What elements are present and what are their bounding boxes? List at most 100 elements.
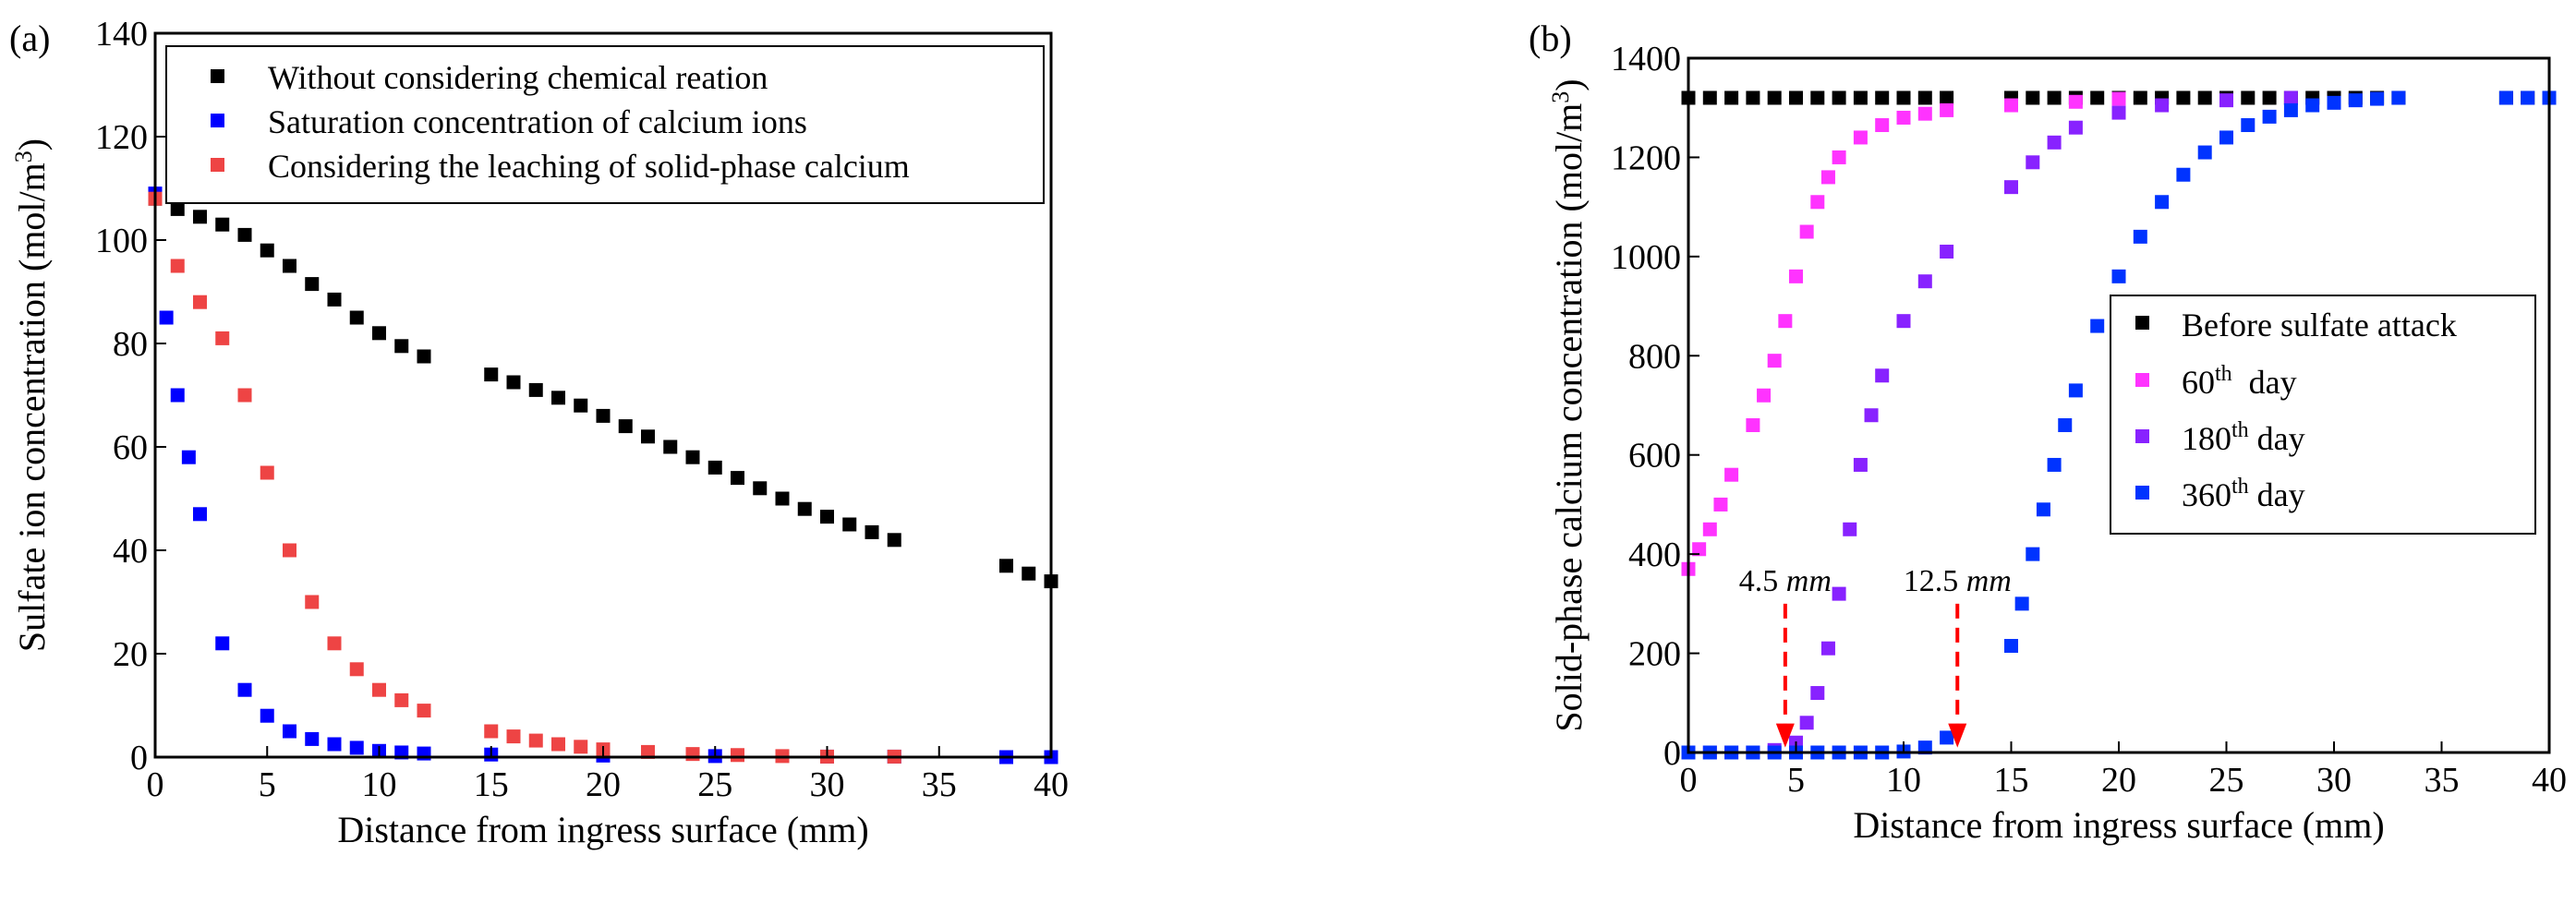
legend-label-b-1-sup: th bbox=[2215, 362, 2232, 386]
legend-b: Before sulfate attack 60th day 180th day… bbox=[2110, 295, 2536, 535]
point-a-0-27 bbox=[797, 501, 812, 516]
legend-marker-b-0 bbox=[2135, 316, 2149, 330]
point-a-1-3 bbox=[181, 450, 196, 464]
point-b-0-6 bbox=[1810, 90, 1825, 105]
point-b-0-7 bbox=[1832, 90, 1846, 105]
x-tick-label-b-1: 5 bbox=[1787, 761, 1805, 800]
point-b-2-15 bbox=[1917, 274, 1932, 289]
x-tick-label-b-0: 0 bbox=[1680, 761, 1698, 800]
legend-label-a-2: Considering the leaching of solid-phase … bbox=[268, 148, 910, 185]
point-b-0-9 bbox=[1875, 90, 1890, 105]
point-b-1-19 bbox=[2004, 98, 2018, 113]
legend-label-b-2-base: 180 bbox=[2182, 420, 2231, 457]
legend-item-b-2: 180th day bbox=[2135, 418, 2305, 457]
point-a-0-18 bbox=[596, 408, 611, 423]
point-b-1-9 bbox=[1789, 269, 1803, 283]
point-a-0-23 bbox=[707, 460, 722, 475]
annotations-b: 4.5 mm 12.5 mm bbox=[1739, 564, 2012, 748]
point-b-0-21 bbox=[2176, 90, 2191, 105]
point-b-2-6 bbox=[1799, 716, 1814, 730]
x-tick-label-a-5: 25 bbox=[697, 765, 732, 804]
point-a-0-19 bbox=[618, 419, 633, 434]
x-tick-label-b-5: 25 bbox=[2209, 761, 2244, 800]
point-b-2-7 bbox=[1810, 686, 1825, 701]
y-tick-label-a-6: 120 bbox=[95, 118, 148, 157]
legend-label-b-1-base: 60 bbox=[2182, 364, 2215, 401]
y-axis-title-b: Solid-phase calcium concentration (mol/m… bbox=[1547, 78, 1590, 731]
point-b-3-34 bbox=[2391, 90, 2406, 105]
y-tick-label-a-4: 80 bbox=[113, 325, 148, 364]
point-b-2-24 bbox=[2283, 90, 2298, 105]
legend-item-a-1: Saturation concentration of calcium ions bbox=[211, 103, 807, 140]
point-a-0-12 bbox=[417, 349, 431, 364]
point-a-0-2 bbox=[193, 210, 207, 224]
point-b-1-3 bbox=[1713, 497, 1728, 512]
point-b-1-2 bbox=[1702, 522, 1717, 536]
point-a-2-2 bbox=[193, 295, 207, 309]
y-tick-label-a-1: 20 bbox=[113, 635, 148, 674]
legend-label-b-0: Before sulfate attack bbox=[2182, 307, 2457, 343]
point-b-1-4 bbox=[1724, 467, 1739, 482]
legend-box-b bbox=[2110, 295, 2536, 535]
point-b-2-11 bbox=[1853, 457, 1868, 472]
point-b-3-22 bbox=[2133, 229, 2147, 244]
point-a-2-6 bbox=[283, 543, 296, 558]
point-a-0-5 bbox=[260, 243, 274, 258]
legend-marker-a-1 bbox=[211, 114, 224, 127]
panel-label-b: (b) bbox=[1529, 18, 1572, 59]
point-a-2-13 bbox=[484, 724, 499, 739]
annotation-arrow-head-0 bbox=[1775, 723, 1795, 748]
point-a-0-17 bbox=[574, 398, 588, 413]
point-b-1-1 bbox=[1692, 542, 1707, 557]
point-b-2-12 bbox=[1864, 408, 1879, 423]
x-tick-label-a-0: 0 bbox=[147, 765, 164, 804]
point-a-2-21 bbox=[731, 748, 744, 763]
point-a-2-8 bbox=[327, 636, 342, 651]
point-a-2-20 bbox=[685, 747, 700, 762]
point-a-2-15 bbox=[528, 733, 543, 748]
y-tick-label-b-2: 400 bbox=[1628, 536, 1681, 574]
point-a-1-11 bbox=[349, 740, 364, 755]
point-b-3-14 bbox=[2014, 596, 2029, 611]
x-tick-label-b-6: 30 bbox=[2316, 761, 2352, 800]
legend-label-b-3-after: day bbox=[2249, 476, 2305, 513]
point-b-0-17 bbox=[2090, 90, 2105, 105]
point-b-3-32 bbox=[2348, 93, 2363, 108]
point-b-0-2 bbox=[1724, 90, 1739, 105]
point-b-1-12 bbox=[1820, 170, 1835, 185]
panel-label-a: (a) bbox=[9, 18, 50, 59]
point-a-0-16 bbox=[551, 391, 565, 405]
point-b-3-35 bbox=[2498, 90, 2513, 105]
point-a-2-4 bbox=[237, 388, 252, 403]
legend-label-a-1: Saturation concentration of calcium ions bbox=[268, 103, 807, 140]
legend-label-b-1: 60th day bbox=[2182, 362, 2297, 401]
point-a-0-33 bbox=[1022, 566, 1036, 581]
x-axis-title-a: Distance from ingress surface (mm) bbox=[337, 809, 868, 850]
annotation-value-0: 4.5 bbox=[1739, 564, 1786, 598]
point-b-2-17 bbox=[2004, 180, 2018, 195]
point-b-0-25 bbox=[2262, 90, 2277, 105]
legend-item-a-0: Without considering chemical reation bbox=[211, 59, 768, 96]
y-tick-label-a-0: 0 bbox=[130, 739, 148, 777]
y-axis-title-b-close: ) bbox=[1548, 78, 1590, 90]
point-b-2-23 bbox=[2219, 93, 2233, 108]
y-tick-label-a-3: 60 bbox=[113, 428, 148, 467]
x-tick-label-a-3: 15 bbox=[474, 765, 509, 804]
point-a-2-14 bbox=[506, 729, 521, 744]
point-a-0-11 bbox=[394, 339, 409, 354]
point-b-3-15 bbox=[2026, 547, 2040, 561]
point-b-0-24 bbox=[2241, 90, 2256, 105]
point-b-2-21 bbox=[2111, 105, 2126, 120]
legend-item-b-0: Before sulfate attack bbox=[2135, 307, 2457, 343]
point-b-3-27 bbox=[2241, 118, 2256, 133]
point-b-3-11 bbox=[1917, 740, 1932, 755]
point-a-0-31 bbox=[887, 533, 901, 548]
point-a-2-17 bbox=[574, 740, 588, 754]
point-a-0-15 bbox=[528, 382, 543, 397]
point-b-3-18 bbox=[2058, 417, 2073, 432]
legend-a: Without considering chemical reation Sat… bbox=[165, 45, 1045, 204]
point-b-2-14 bbox=[1896, 314, 1911, 329]
point-b-3-16 bbox=[2036, 502, 2050, 517]
legend-label-b-3-base: 360 bbox=[2182, 476, 2231, 513]
